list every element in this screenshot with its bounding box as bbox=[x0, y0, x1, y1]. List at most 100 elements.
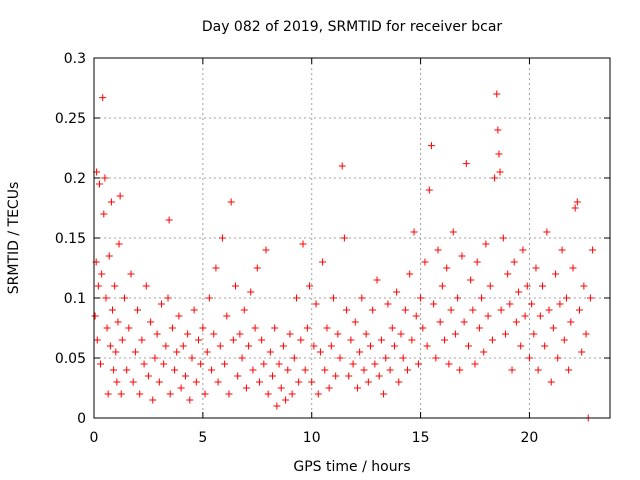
data-point bbox=[157, 300, 165, 308]
data-point bbox=[134, 306, 142, 314]
data-point bbox=[314, 390, 322, 398]
data-point bbox=[443, 264, 451, 272]
data-point bbox=[138, 336, 146, 344]
data-point bbox=[532, 264, 540, 272]
data-point bbox=[201, 390, 209, 398]
data-point bbox=[449, 228, 457, 236]
data-point bbox=[102, 294, 110, 302]
data-point bbox=[336, 354, 344, 362]
data-point bbox=[136, 390, 144, 398]
data-point bbox=[269, 372, 277, 380]
data-point bbox=[173, 348, 181, 356]
data-point bbox=[203, 348, 211, 356]
data-point bbox=[486, 282, 494, 290]
data-point bbox=[573, 198, 581, 206]
data-point bbox=[232, 282, 240, 290]
data-point bbox=[116, 192, 124, 200]
data-point bbox=[560, 336, 568, 344]
data-point bbox=[464, 342, 472, 350]
chart-title: Day 082 of 2019, SRMTID for receiver bca… bbox=[202, 19, 503, 35]
data-point bbox=[303, 324, 311, 332]
data-point bbox=[100, 210, 108, 218]
data-point bbox=[186, 396, 194, 404]
data-point bbox=[332, 372, 340, 380]
data-point bbox=[543, 228, 551, 236]
data-point bbox=[556, 300, 564, 308]
data-point bbox=[258, 336, 266, 344]
data-point bbox=[469, 306, 477, 314]
data-point bbox=[118, 336, 126, 344]
data-point bbox=[112, 348, 120, 356]
data-point bbox=[91, 312, 99, 320]
axis-ticks: 0 5 10 15 20 0 0.05 0.1 0.15 0.2 0.25 0.3 bbox=[55, 51, 610, 446]
data-point bbox=[94, 282, 102, 290]
data-point bbox=[111, 282, 119, 290]
data-point bbox=[115, 240, 123, 248]
data-point bbox=[473, 258, 481, 266]
data-point bbox=[312, 300, 320, 308]
data-point bbox=[530, 330, 538, 338]
data-point bbox=[515, 288, 523, 296]
x-axis-label: GPS time / hours bbox=[293, 459, 410, 475]
data-point bbox=[519, 246, 527, 254]
data-point bbox=[430, 300, 438, 308]
data-point bbox=[373, 276, 381, 284]
data-point bbox=[386, 366, 394, 374]
y-axis-label: SRMTID / TECUs bbox=[6, 182, 22, 295]
data-point bbox=[534, 366, 542, 374]
data-point bbox=[103, 324, 111, 332]
data-point bbox=[517, 342, 525, 350]
x-tick-label: 20 bbox=[521, 430, 539, 446]
data-point bbox=[569, 264, 577, 272]
data-point bbox=[260, 360, 268, 368]
data-point bbox=[412, 312, 420, 320]
data-point bbox=[362, 330, 370, 338]
data-point bbox=[277, 384, 285, 392]
data-point bbox=[240, 306, 248, 314]
data-point bbox=[95, 180, 103, 188]
data-point bbox=[192, 378, 200, 386]
data-point bbox=[288, 390, 296, 398]
data-point bbox=[245, 342, 253, 350]
data-point bbox=[290, 354, 298, 362]
data-point bbox=[567, 318, 575, 326]
data-point bbox=[408, 336, 416, 344]
data-point bbox=[105, 252, 113, 260]
data-point bbox=[208, 366, 216, 374]
data-point bbox=[419, 324, 427, 332]
data-point bbox=[580, 282, 588, 290]
data-point bbox=[181, 372, 189, 380]
data-point bbox=[401, 306, 409, 314]
data-point bbox=[234, 372, 242, 380]
data-point bbox=[367, 342, 375, 350]
data-point bbox=[210, 330, 218, 338]
data-point bbox=[508, 366, 516, 374]
data-point bbox=[93, 336, 101, 344]
data-point bbox=[586, 294, 594, 302]
data-point bbox=[478, 294, 486, 302]
data-point bbox=[114, 318, 122, 326]
x-tick-label: 10 bbox=[303, 430, 321, 446]
data-point bbox=[151, 354, 159, 362]
data-point bbox=[441, 336, 449, 344]
data-point bbox=[334, 330, 342, 338]
data-point bbox=[393, 288, 401, 296]
data-point bbox=[458, 252, 466, 260]
data-point bbox=[242, 384, 250, 392]
data-point bbox=[482, 240, 490, 248]
data-point bbox=[247, 288, 255, 296]
data-point bbox=[199, 324, 207, 332]
data-point bbox=[110, 366, 118, 374]
data-point bbox=[129, 378, 137, 386]
data-point bbox=[432, 354, 440, 362]
data-point bbox=[190, 306, 198, 314]
data-point bbox=[562, 294, 570, 302]
data-point bbox=[554, 354, 562, 362]
data-point bbox=[388, 324, 396, 332]
data-point bbox=[223, 312, 231, 320]
y-tick-label: 0.2 bbox=[64, 171, 86, 187]
y-tick-label: 0 bbox=[77, 411, 86, 427]
data-point bbox=[147, 318, 155, 326]
x-tick-label: 5 bbox=[198, 430, 207, 446]
